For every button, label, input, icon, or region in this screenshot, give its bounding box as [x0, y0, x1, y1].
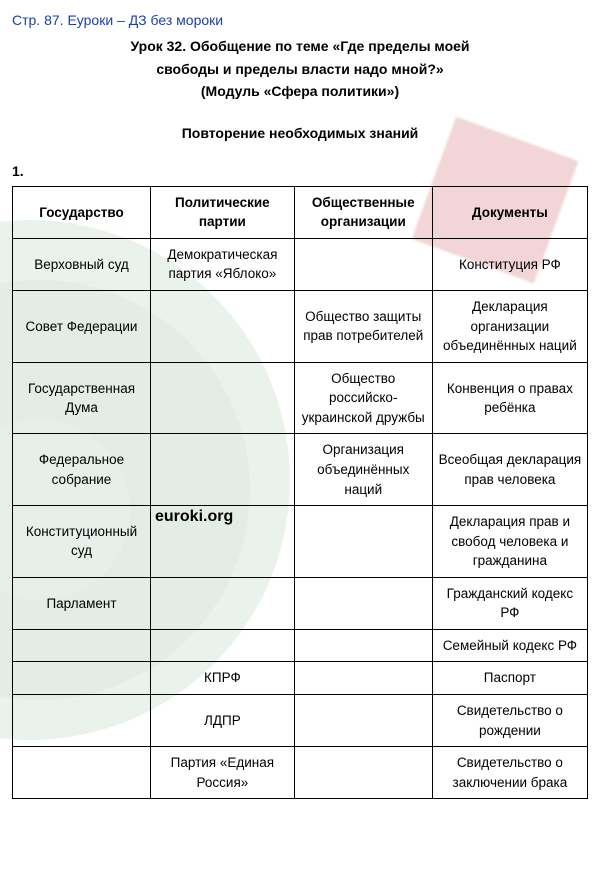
- table-row: Парламент Гражданский кодекс РФ: [13, 577, 588, 629]
- table-row: Конституционный суд Декларация прав и сво…: [13, 506, 588, 578]
- col-header-state: Государство: [13, 186, 151, 238]
- table-row: Государственная Дума Общество российско-у…: [13, 362, 588, 434]
- table-cell: [294, 662, 432, 695]
- col-header-orgs: Общественные организации: [294, 186, 432, 238]
- table-cell: ЛДПР: [151, 695, 295, 747]
- table-header-row: Государство Политические партии Обществе…: [13, 186, 588, 238]
- table-cell: Свидетельство о рождении: [432, 695, 587, 747]
- table-cell: Семейный кодекс РФ: [432, 629, 587, 662]
- table-cell: Декларация организации объединённых наци…: [432, 291, 587, 363]
- table-cell: [151, 577, 295, 629]
- table-cell: Государственная Дума: [13, 362, 151, 434]
- table-cell: [294, 577, 432, 629]
- table-cell: Общество защиты прав потребителей: [294, 291, 432, 363]
- col-header-docs: Документы: [432, 186, 587, 238]
- table-cell: [151, 362, 295, 434]
- table-cell: Демократическая партия «Яблоко»: [151, 238, 295, 290]
- table-cell: Совет Федерации: [13, 291, 151, 363]
- table-cell: [151, 629, 295, 662]
- table-row: КПРФ Паспорт: [13, 662, 588, 695]
- table-cell: Верховный суд: [13, 238, 151, 290]
- table-cell: КПРФ: [151, 662, 295, 695]
- table-cell: [13, 629, 151, 662]
- table-cell: [294, 695, 432, 747]
- lesson-title: Урок 32. Обобщение по теме «Где пределы …: [42, 36, 558, 101]
- table-row: Совет Федерации Общество защиты прав потр…: [13, 291, 588, 363]
- table-cell: Конституция РФ: [432, 238, 587, 290]
- table-cell: Гражданский кодекс РФ: [432, 577, 587, 629]
- table-cell: [294, 747, 432, 799]
- title-line-3: (Модуль «Сфера политики»): [42, 81, 558, 101]
- table-cell: Конституционный суд: [13, 506, 151, 578]
- table-cell: [13, 662, 151, 695]
- table-row: Верховный судДемократическая партия «Ябл…: [13, 238, 588, 290]
- col-header-parties: Политические партии: [151, 186, 295, 238]
- table-cell: Свидетельство о заключении брака: [432, 747, 587, 799]
- table-cell: Парламент: [13, 577, 151, 629]
- table-cell: Паспорт: [432, 662, 587, 695]
- table-cell: [294, 238, 432, 290]
- title-line-1: Урок 32. Обобщение по теме «Где пределы …: [42, 36, 558, 56]
- table-cell: [294, 629, 432, 662]
- table-row: Партия «Единая Россия» Свидетельство о за…: [13, 747, 588, 799]
- table-cell: [151, 291, 295, 363]
- table-cell: [151, 506, 295, 578]
- table-cell: Декларация прав и свобод человека и граж…: [432, 506, 587, 578]
- section-subheading: Повторение необходимых знаний: [12, 123, 588, 143]
- watermark-text: euroki: [594, 380, 600, 494]
- table-row: Семейный кодекс РФ: [13, 629, 588, 662]
- page-header: Стр. 87. Еуроки – ДЗ без мороки: [12, 10, 588, 30]
- table-row: Федеральное собрание Организация объединё…: [13, 434, 588, 506]
- question-number: 1.: [12, 161, 588, 181]
- table-cell: [151, 434, 295, 506]
- table-cell: [294, 506, 432, 578]
- answers-table: Государство Политические партии Обществе…: [12, 186, 588, 800]
- table-cell: Партия «Единая Россия»: [151, 747, 295, 799]
- table-cell: [13, 747, 151, 799]
- table-cell: Организация объединённых наций: [294, 434, 432, 506]
- table-cell: Общество российско-украинской дружбы: [294, 362, 432, 434]
- page-content: Стр. 87. Еуроки – ДЗ без мороки Урок 32.…: [12, 10, 588, 799]
- title-line-2: свободы и пределы власти надо мной?»: [42, 59, 558, 79]
- table-row: ЛДПР Свидетельство о рождении: [13, 695, 588, 747]
- table-cell: Всеобщая декларация прав человека: [432, 434, 587, 506]
- table-cell: [13, 695, 151, 747]
- table-cell: Конвенция о правах ребёнка: [432, 362, 587, 434]
- table-cell: Федеральное собрание: [13, 434, 151, 506]
